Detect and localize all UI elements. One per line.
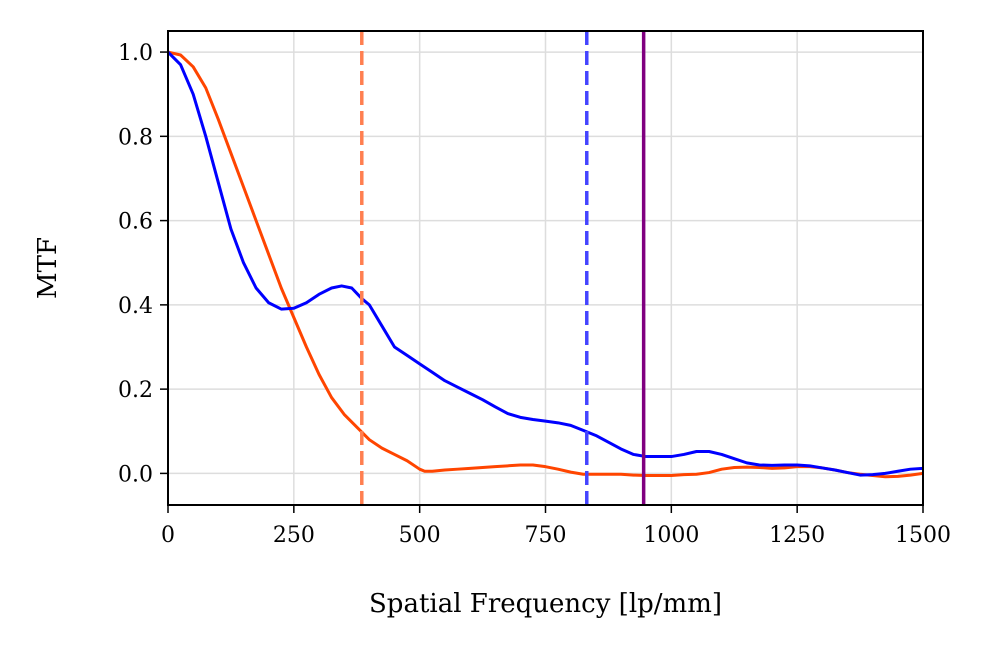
y-axis-label: MTF (33, 237, 63, 299)
x-tick-label: 1500 (895, 523, 951, 548)
y-axis-ticks: 0.0 0.2 0.4 0.6 0.8 1.0 (118, 41, 168, 487)
y-tick-label: 0.6 (118, 210, 153, 235)
y-tick-label: 0.4 (118, 294, 153, 319)
x-tick-label: 1000 (643, 523, 699, 548)
x-tick-label: 250 (273, 523, 315, 548)
x-axis-ticks: 0 250 500 750 1000 1250 1500 (161, 505, 951, 548)
y-tick-label: 0.8 (118, 125, 153, 150)
y-tick-label: 0.0 (118, 462, 153, 487)
grid-layer (167, 31, 924, 505)
orange-red-curve (168, 50, 923, 479)
x-tick-label: 0 (161, 523, 175, 548)
x-tick-label: 500 (399, 523, 441, 548)
vertical-lines-layer (360, 31, 646, 505)
y-tick-label: 0.2 (118, 378, 153, 403)
x-tick-label: 750 (525, 523, 567, 548)
blue-curve (168, 50, 923, 477)
x-axis-label: Spatial Frequency [lp/mm] (369, 589, 722, 619)
y-tick-label: 1.0 (118, 41, 153, 66)
x-tick-label: 1250 (769, 523, 825, 548)
series-layer (168, 50, 923, 479)
